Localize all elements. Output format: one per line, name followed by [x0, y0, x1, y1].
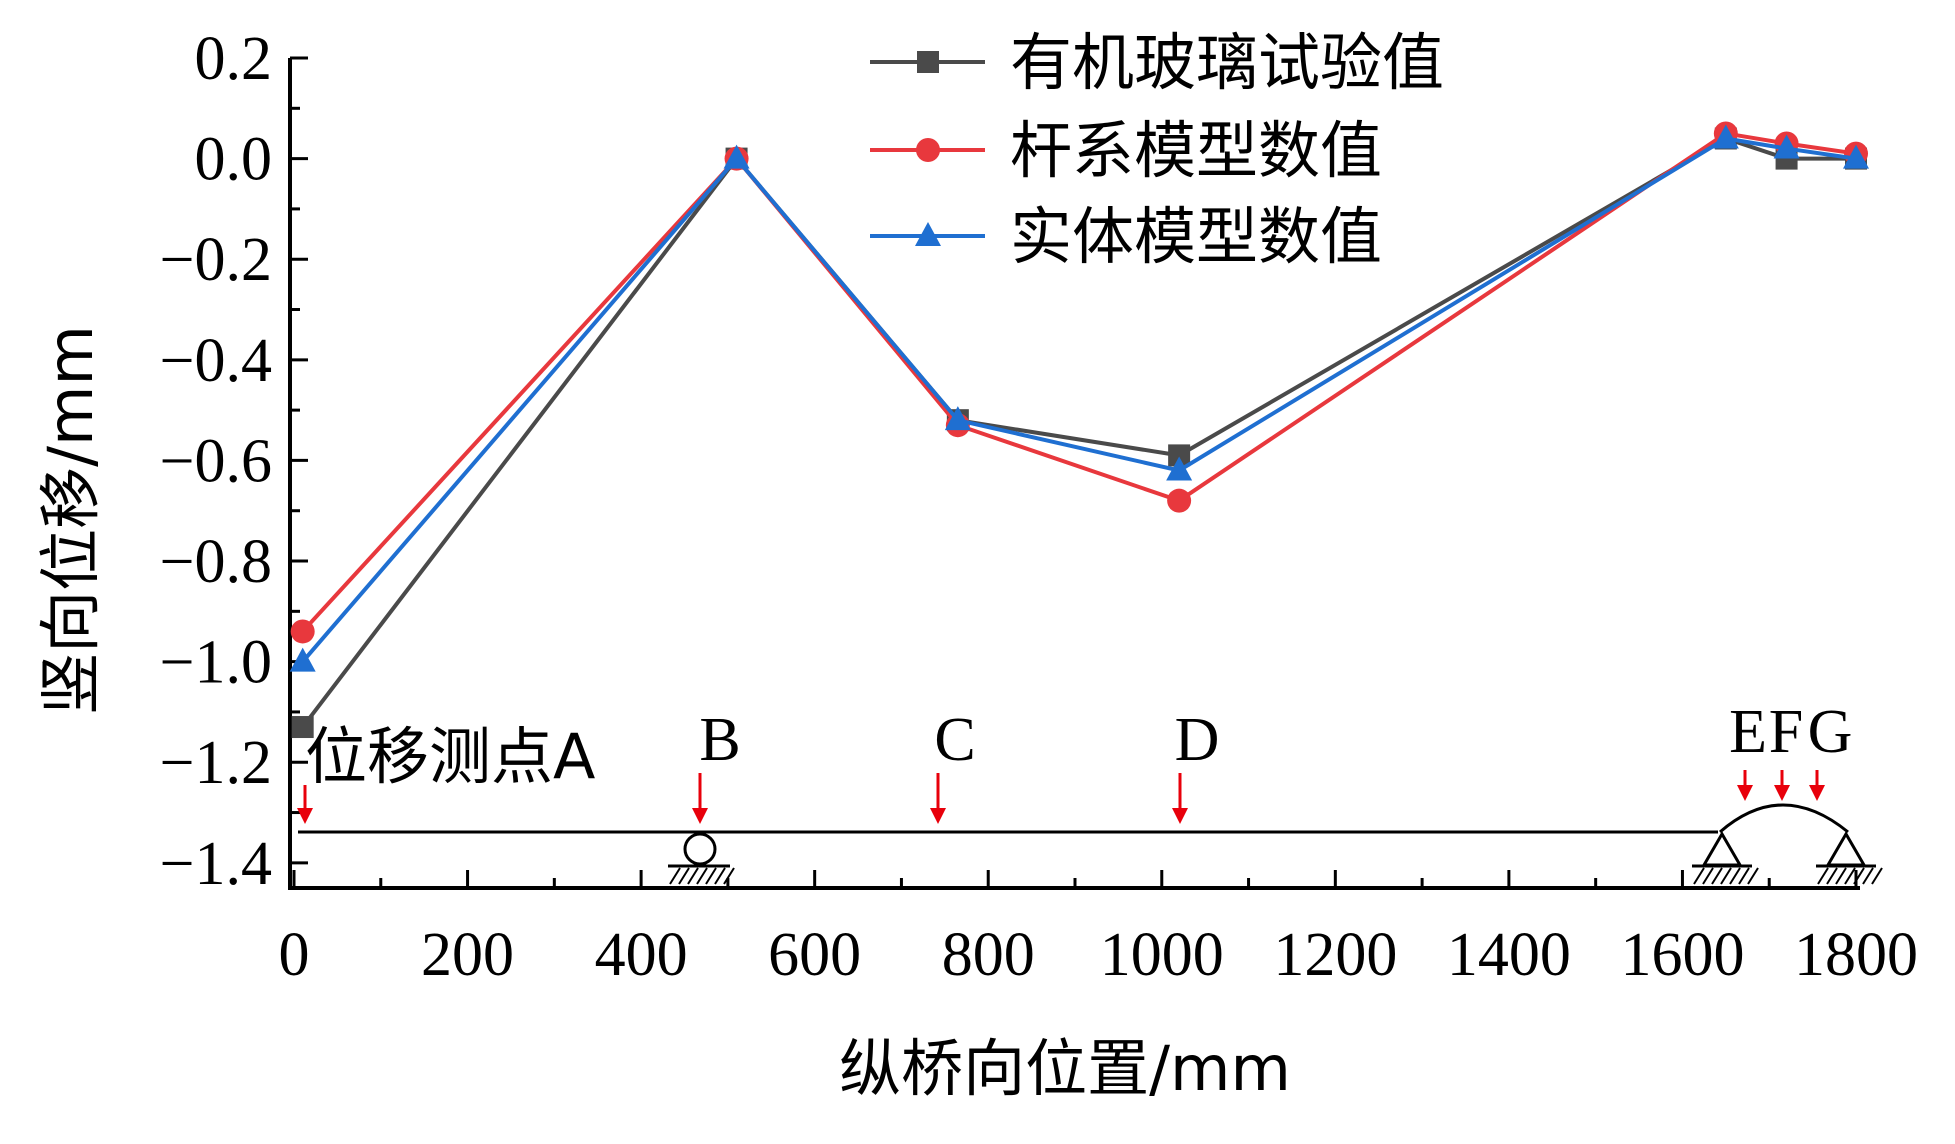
arch [1719, 803, 1849, 834]
measure-arrow-head [1737, 785, 1753, 801]
hatch-line [1817, 867, 1829, 885]
x-tick-label: 200 [421, 921, 514, 989]
hatch-line [1747, 867, 1759, 885]
triangle-marker [1773, 134, 1800, 159]
x-tick-label: 0 [279, 921, 310, 989]
hatch-line [696, 867, 708, 885]
hatch-line [1738, 867, 1750, 885]
triangle-marker [289, 647, 316, 672]
x-tick-label: 1000 [1100, 921, 1224, 989]
x-tick-label: 1400 [1447, 921, 1571, 989]
square-marker [291, 716, 314, 739]
bridge-schematic [297, 770, 1883, 885]
y-tick-label: −0.4 [160, 327, 272, 395]
circle-marker [1167, 488, 1192, 513]
hatch-line [1729, 867, 1741, 885]
y-tick-label: −0.8 [160, 528, 272, 596]
right-pin-support [1825, 831, 1867, 867]
series-group [289, 121, 1869, 739]
hatch-line [1844, 867, 1856, 885]
y-tick-label: −1.0 [160, 629, 272, 697]
square-marker [917, 51, 939, 73]
roller-support [683, 832, 717, 866]
x-tick-label: 600 [768, 921, 861, 989]
x-ticks: 0 200 400 600 800 1000 1200 1400 1600 1800 [279, 870, 1918, 989]
measure-arrow-head [1809, 785, 1825, 801]
x-tick-label: 800 [942, 921, 1035, 989]
x-tick-label: 1200 [1273, 921, 1397, 989]
x-tick-label: 400 [595, 921, 688, 989]
hatch-line [714, 867, 726, 885]
circle-marker [290, 619, 315, 644]
measure-arrow-head [930, 808, 946, 824]
x-axis-title: 纵桥向位置/mm [839, 1032, 1291, 1105]
legend-label: 有机玻璃试验值 [1010, 26, 1444, 99]
measure-arrow-head [692, 808, 708, 824]
hatch-line [1702, 867, 1714, 885]
measure-arrow-head [1774, 785, 1790, 801]
hatch-line [1711, 867, 1723, 885]
point-label-D: D [1175, 706, 1220, 774]
measure-points-label: 位移测点A [305, 720, 595, 793]
y-ticks: 0.2 0.0 −0.2 −0.4 −0.6 −0.8 −1.0 −1.2 −1.4 [160, 25, 308, 898]
y-tick-label: −1.2 [160, 729, 272, 797]
hatch-line [1693, 867, 1705, 885]
hatch-line [678, 867, 690, 885]
y-tick-label: −1.4 [160, 830, 272, 898]
triangle-marker [1166, 456, 1193, 481]
hatch-line [1835, 867, 1847, 885]
triangle-marker [944, 406, 971, 431]
hatch-line [1871, 867, 1883, 885]
series-triangle [289, 124, 1869, 672]
point-label-F: F [1769, 698, 1803, 766]
hatch-line [1862, 867, 1874, 885]
triangle-marker [915, 222, 941, 246]
square-marker [1168, 444, 1191, 467]
point-label-E: E [1729, 698, 1767, 766]
y-tick-label: −0.6 [160, 427, 272, 495]
hatch-line [1826, 867, 1838, 885]
y-tick-label: −0.2 [160, 226, 272, 294]
triangle-marker [1843, 144, 1869, 169]
y-tick-label: 0.0 [195, 126, 273, 194]
y-axis-title: 竖向位移/mm [34, 325, 107, 715]
x-tick-label: 1600 [1620, 921, 1744, 989]
point-label-B: B [699, 706, 740, 774]
legend-label: 实体模型数值 [1010, 200, 1382, 273]
left-pin-support [1701, 831, 1743, 867]
x-tick-label: 1800 [1794, 921, 1918, 989]
hatch-line [1853, 867, 1865, 885]
legend-label: 杆系模型数值 [1010, 114, 1382, 187]
point-label-G: G [1808, 698, 1853, 766]
y-tick-label: 0.2 [195, 25, 273, 93]
hatch-line [669, 867, 681, 885]
hatch-line [705, 867, 717, 885]
circle-marker [916, 138, 940, 162]
triangle-marker [723, 144, 750, 169]
point-label-C: C [934, 706, 975, 774]
hatch-line [687, 867, 699, 885]
hatch-line [723, 867, 735, 885]
hatch-line [1720, 867, 1732, 885]
triangle-marker [1712, 124, 1739, 149]
measure-arrow-head [1172, 808, 1188, 824]
measure-arrow-head [297, 808, 313, 824]
